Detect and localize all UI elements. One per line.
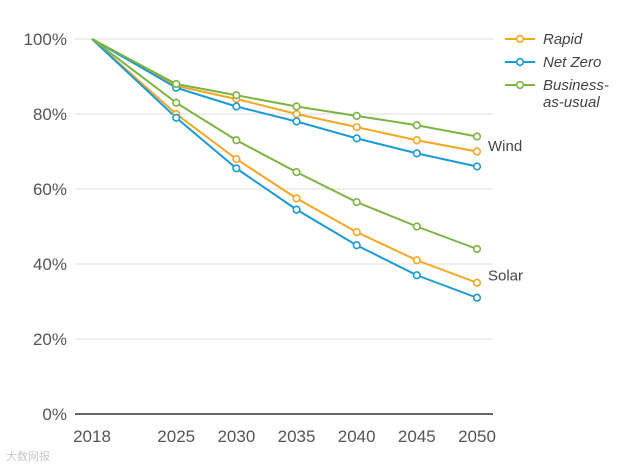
x-tick-label: 2025 — [157, 427, 195, 446]
data-point — [472, 162, 482, 171]
data-point — [292, 194, 301, 203]
legend-label: Net Zero — [543, 54, 601, 71]
y-tick-label: 40% — [33, 255, 67, 274]
data-point — [172, 79, 181, 89]
x-tick-label: 2035 — [278, 427, 316, 446]
data-point — [172, 98, 181, 107]
legend-item-business-as-usual: Business-as-usual — [505, 77, 609, 111]
series-points — [172, 79, 482, 302]
data-point — [292, 117, 301, 126]
data-point — [472, 244, 482, 254]
y-tick-label: 80% — [33, 105, 67, 124]
y-axis-tick-labels: 0% 20% 40% 60% 80% 100% — [24, 30, 67, 424]
gridlines — [75, 38, 493, 415]
x-axis-tick-labels: 2018 2025 2030 2035 2040 2045 2050 — [73, 427, 496, 446]
x-tick-label: 2018 — [73, 427, 111, 446]
data-point — [292, 205, 301, 214]
y-tick-label: 100% — [24, 30, 67, 49]
data-point — [472, 278, 482, 287]
data-point — [412, 271, 421, 280]
data-point — [412, 149, 421, 158]
y-tick-label: 0% — [42, 405, 67, 424]
group-label-wind: Wind — [488, 138, 522, 155]
x-tick-label: 2045 — [398, 427, 436, 446]
y-tick-label: 60% — [33, 180, 67, 199]
watermark: 大数网报 — [6, 450, 50, 463]
data-point — [232, 102, 241, 111]
legend: Rapid Net Zero Business-as-usual — [505, 31, 609, 111]
x-tick-label: 2050 — [458, 427, 496, 446]
series-line-wind-business-as-usual — [91, 38, 478, 138]
data-point — [292, 109, 301, 119]
data-point — [412, 256, 421, 265]
data-point — [232, 164, 241, 173]
legend-marker — [515, 80, 525, 90]
legend-label: Business- — [543, 77, 609, 94]
data-point — [352, 228, 361, 237]
x-tick-label: 2040 — [338, 427, 376, 446]
legend-marker — [515, 34, 525, 44]
data-point — [292, 168, 301, 177]
legend-label: Rapid — [543, 31, 583, 48]
y-tick-label: 20% — [33, 330, 67, 349]
data-point — [232, 154, 241, 164]
data-point — [352, 241, 361, 250]
data-point — [412, 136, 421, 145]
data-point — [352, 134, 361, 143]
x-tick-label: 2030 — [217, 427, 255, 446]
legend-item-net-zero: Net Zero — [505, 54, 601, 71]
data-point — [472, 293, 482, 302]
data-point — [472, 147, 482, 156]
data-point — [472, 132, 482, 141]
data-point — [232, 136, 241, 145]
group-label-solar: Solar — [488, 267, 523, 284]
series-line-wind-net-zero — [91, 38, 478, 168]
series-line-solar-rapid — [91, 38, 478, 284]
legend-label: as-usual — [543, 94, 600, 111]
series-line-wind-rapid — [91, 38, 478, 153]
group-labels: Wind Solar — [488, 138, 523, 284]
data-point — [412, 222, 421, 231]
data-point — [352, 123, 361, 132]
data-point — [412, 121, 421, 130]
legend-marker — [515, 57, 525, 67]
data-point — [232, 91, 241, 100]
data-point — [352, 111, 361, 120]
data-point — [352, 198, 361, 207]
data-point — [172, 113, 181, 122]
legend-item-rapid: Rapid — [505, 31, 583, 48]
data-point — [292, 102, 301, 111]
